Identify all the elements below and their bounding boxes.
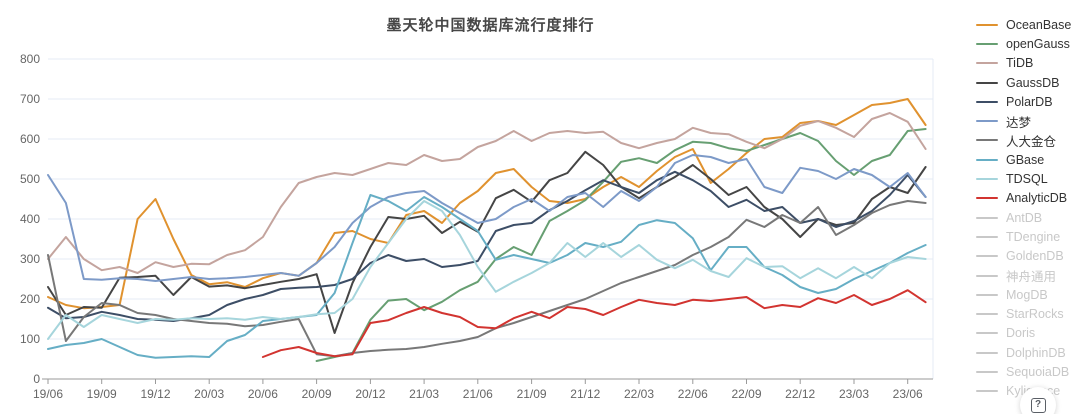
legend-label: 达梦 — [1006, 115, 1032, 130]
chart-legend: OceanBase openGauss TiDB GaussDB PolarDB 达梦人大… — [976, 15, 1080, 401]
legend-item-TiDB[interactable]: TiDB — [976, 54, 1080, 73]
x-axis-label-21/09: 21/09 — [517, 387, 547, 401]
line-chart-plot: 0 100 200 300 400 500 600 700 800 19/06 19/09 19/12… — [20, 52, 934, 401]
legend-label: PolarDB — [1006, 94, 1053, 109]
x-axis-label-20/06: 20/06 — [248, 387, 278, 401]
x-axis-label-19/06: 19/06 — [33, 387, 63, 401]
legend-item-Doris[interactable]: Doris — [976, 324, 1080, 343]
y-axis-label-0: 0 — [33, 372, 40, 386]
legend-swatch — [976, 139, 998, 142]
x-axis-label-19/12: 19/12 — [140, 387, 170, 401]
legend-item-openGauss[interactable]: openGauss — [976, 34, 1080, 53]
legend-swatch — [976, 255, 998, 258]
legend-swatch — [976, 23, 998, 26]
legend-label: OceanBase — [1006, 17, 1072, 32]
x-axis-label-22/03: 22/03 — [624, 387, 654, 401]
legend-label: TDSQL — [1006, 172, 1048, 187]
legend-swatch — [976, 332, 998, 335]
legend-swatch — [976, 178, 998, 181]
x-axis-label-22/09: 22/09 — [731, 387, 761, 401]
legend-item-StarRocks[interactable]: StarRocks — [976, 304, 1080, 323]
legend-swatch — [976, 235, 998, 238]
legend-label: GaussDB — [1006, 75, 1060, 90]
legend-item-DolphinDB[interactable]: DolphinDB — [976, 343, 1080, 362]
x-axis-label-21/06: 21/06 — [463, 387, 493, 401]
x-axis-label-23/03: 23/03 — [839, 387, 869, 401]
legend-swatch — [976, 62, 998, 65]
legend-item-AnalyticDB[interactable]: AnalyticDB — [976, 189, 1080, 208]
y-axis-label-400: 400 — [20, 212, 40, 226]
legend-label: AnalyticDB — [1006, 191, 1068, 206]
legend-swatch — [976, 100, 998, 103]
legend-item-GaussDB[interactable]: GaussDB — [976, 73, 1080, 92]
series-line-人大金仓 — [47, 200, 927, 358]
legend-item-AntDB[interactable]: AntDB — [976, 208, 1080, 227]
x-axis-label-22/06: 22/06 — [678, 387, 708, 401]
x-axis-label-19/09: 19/09 — [87, 387, 117, 401]
y-axis-label-600: 600 — [20, 132, 40, 146]
x-axis-label-21/03: 21/03 — [409, 387, 439, 401]
legend-label: 人大金仓 — [1006, 134, 1057, 149]
legend-label: AntDB — [1006, 210, 1043, 225]
legend-label: TiDB — [1006, 56, 1034, 71]
y-axis-label-500: 500 — [20, 172, 40, 186]
legend-swatch — [976, 216, 998, 219]
x-axis-label-20/03: 20/03 — [194, 387, 224, 401]
x-axis-label-20/12: 20/12 — [355, 387, 385, 401]
legend-item-SequoiaDB[interactable]: SequoiaDB — [976, 362, 1080, 381]
legend-label: TDengine — [1006, 229, 1061, 244]
x-axis-label-21/12: 21/12 — [570, 387, 600, 401]
series-line-达梦 — [47, 154, 927, 282]
y-axis-label-800: 800 — [20, 52, 40, 66]
y-axis-label-100: 100 — [20, 332, 40, 346]
legend-swatch — [976, 390, 998, 393]
legend-swatch — [976, 370, 998, 373]
legend-swatch — [976, 293, 998, 296]
legend-label: SequoiaDB — [1006, 364, 1070, 379]
legend-label: GBase — [1006, 152, 1045, 167]
x-axis-label-23/06: 23/06 — [893, 387, 923, 401]
legend-label: Doris — [1006, 326, 1036, 341]
legend-swatch — [976, 158, 998, 161]
legend-swatch — [976, 313, 998, 316]
legend-label: StarRocks — [1006, 307, 1064, 322]
legend-item-GBase[interactable]: GBase — [976, 150, 1080, 169]
legend-item-神舟通用[interactable]: 神舟通用 — [976, 266, 1080, 285]
series-line-AnalyticDB — [261, 289, 927, 358]
legend-swatch — [976, 120, 998, 123]
series-line-TDSQL — [47, 200, 927, 340]
help-button[interactable]: ? — [1020, 387, 1056, 414]
legend-label: DolphinDB — [1006, 345, 1066, 360]
legend-item-TDengine[interactable]: TDengine — [976, 227, 1080, 246]
legend-label: GoldenDB — [1006, 249, 1064, 264]
legend-swatch — [976, 42, 998, 45]
legend-swatch — [976, 274, 998, 277]
legend-label: openGauss — [1006, 36, 1070, 51]
question-mark-icon: ? — [1030, 397, 1046, 413]
legend-item-PolarDB[interactable]: PolarDB — [976, 92, 1080, 111]
series-line-openGauss — [315, 128, 927, 362]
legend-item-OceanBase[interactable]: OceanBase — [976, 15, 1080, 34]
chart-title: 墨天轮中国数据库流行度排行 — [386, 17, 595, 34]
legend-label: 神舟通用 — [1006, 270, 1057, 284]
legend-swatch — [976, 197, 998, 200]
series-line-GBase — [47, 194, 927, 359]
series-line-TiDB — [47, 112, 927, 274]
legend-swatch — [976, 351, 998, 354]
x-axis-label-22/12: 22/12 — [785, 387, 815, 401]
y-axis-label-700: 700 — [20, 92, 40, 106]
legend-item-TDSQL[interactable]: TDSQL — [976, 169, 1080, 188]
legend-swatch — [976, 81, 998, 84]
legend-item-达梦[interactable]: 达梦 — [976, 111, 1080, 130]
y-axis-label-200: 200 — [20, 292, 40, 306]
legend-item-人大金仓[interactable]: 人大金仓 — [976, 131, 1080, 150]
y-axis-label-300: 300 — [20, 252, 40, 266]
legend-item-GoldenDB[interactable]: GoldenDB — [976, 247, 1080, 266]
legend-item-MogDB[interactable]: MogDB — [976, 285, 1080, 304]
x-axis-label-20/09: 20/09 — [302, 387, 332, 401]
legend-label: MogDB — [1006, 287, 1048, 302]
